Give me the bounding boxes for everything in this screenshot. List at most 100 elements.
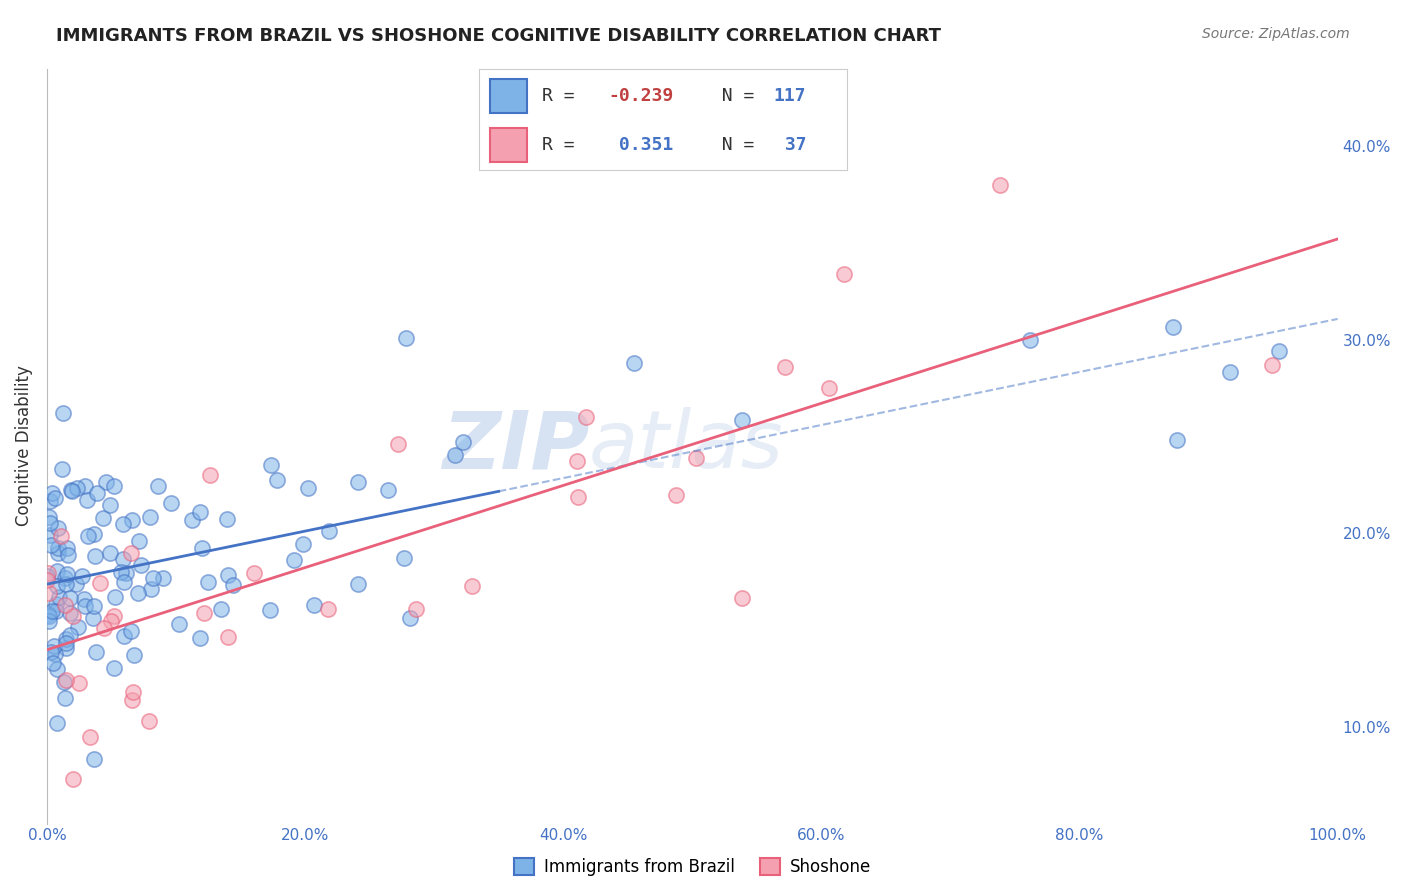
Point	[104, 590, 127, 604]
Point	[197, 575, 219, 590]
Point	[98, 498, 121, 512]
Point	[461, 579, 484, 593]
Point	[266, 473, 288, 487]
Point	[198, 468, 221, 483]
Point	[55, 641, 77, 656]
Point	[623, 356, 645, 370]
Point	[146, 479, 169, 493]
Point	[575, 410, 598, 425]
Point	[48, 590, 70, 604]
Point	[347, 475, 370, 489]
Point	[451, 435, 474, 450]
Point	[567, 490, 589, 504]
Point	[51, 462, 73, 476]
Point	[387, 436, 409, 450]
Point	[82, 611, 104, 625]
Point	[731, 591, 754, 605]
Point	[42, 656, 65, 670]
Point	[1166, 433, 1188, 447]
Point	[44, 491, 66, 506]
Point	[56, 548, 79, 562]
Point	[38, 585, 60, 599]
Point	[318, 524, 340, 538]
Point	[55, 673, 77, 687]
Point	[62, 772, 84, 786]
Point	[291, 537, 314, 551]
Point	[55, 576, 77, 591]
Point	[127, 586, 149, 600]
Text: atlas: atlas	[589, 407, 783, 485]
Point	[665, 488, 688, 502]
Text: Source: ZipAtlas.com: Source: ZipAtlas.com	[1202, 27, 1350, 41]
Point	[56, 541, 79, 556]
Point	[242, 566, 264, 580]
Point	[152, 571, 174, 585]
Point	[91, 511, 114, 525]
Point	[565, 454, 588, 468]
Point	[59, 606, 82, 620]
Point	[96, 475, 118, 489]
Point	[121, 513, 143, 527]
Point	[83, 599, 105, 613]
Point	[41, 604, 63, 618]
Point	[405, 602, 427, 616]
Point	[67, 620, 90, 634]
Point	[260, 458, 283, 472]
Point	[100, 546, 122, 560]
Point	[217, 512, 239, 526]
Legend: Immigrants from Brazil, Shoshone: Immigrants from Brazil, Shoshone	[508, 852, 877, 883]
Point	[46, 564, 69, 578]
Point	[222, 578, 245, 592]
Point	[39, 494, 62, 508]
Point	[49, 528, 72, 542]
Point	[76, 529, 98, 543]
Point	[55, 636, 77, 650]
Point	[46, 662, 69, 676]
Point	[1219, 365, 1241, 379]
Point	[259, 603, 281, 617]
Point	[38, 608, 60, 623]
Point	[45, 580, 67, 594]
Point	[60, 483, 83, 498]
Point	[139, 582, 162, 596]
Point	[395, 331, 418, 345]
Point	[121, 692, 143, 706]
Point	[39, 538, 62, 552]
Point	[59, 591, 82, 605]
Point	[75, 479, 97, 493]
Point	[83, 752, 105, 766]
Point	[122, 648, 145, 662]
Point	[193, 606, 215, 620]
Point	[84, 549, 107, 563]
Point	[112, 575, 135, 590]
Text: IMMIGRANTS FROM BRAZIL VS SHOSHONE COGNITIVE DISABILITY CORRELATION CHART: IMMIGRANTS FROM BRAZIL VS SHOSHONE COGNI…	[56, 27, 941, 45]
Point	[103, 661, 125, 675]
Point	[79, 731, 101, 745]
Point	[1019, 333, 1042, 347]
Point	[62, 609, 84, 624]
Point	[39, 645, 62, 659]
Point	[73, 591, 96, 606]
Point	[103, 479, 125, 493]
Point	[988, 178, 1011, 192]
Point	[38, 509, 60, 524]
Point	[60, 483, 83, 498]
Point	[86, 485, 108, 500]
Point	[180, 513, 202, 527]
Point	[53, 690, 76, 705]
Text: ZIP: ZIP	[441, 407, 589, 485]
Point	[37, 566, 59, 581]
Point	[45, 597, 67, 611]
Point	[392, 551, 415, 566]
Point	[121, 685, 143, 699]
Point	[731, 413, 754, 427]
Point	[53, 571, 76, 585]
Point	[44, 647, 66, 661]
Point	[56, 567, 79, 582]
Point	[66, 481, 89, 495]
Point	[48, 546, 70, 560]
Point	[142, 571, 165, 585]
Point	[112, 629, 135, 643]
Point	[38, 614, 60, 628]
Point	[302, 598, 325, 612]
